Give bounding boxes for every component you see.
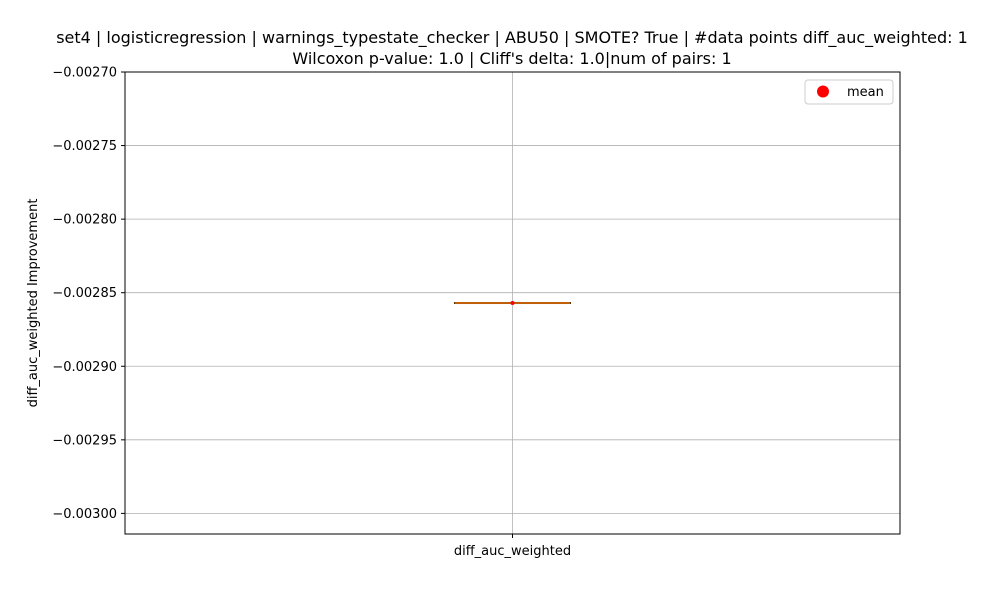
- chart-title-line-2: Wilcoxon p-value: 1.0 | Cliff's delta: 1…: [292, 49, 731, 68]
- legend-mean-marker: [817, 85, 829, 98]
- y-tick-label: −0.00270: [52, 66, 117, 81]
- y-tick-label: −0.00285: [52, 286, 117, 301]
- y-tick-label: −0.00290: [52, 360, 117, 375]
- mean-marker: [510, 301, 515, 305]
- legend-box: [804, 79, 894, 105]
- y-tick-label: −0.00295: [52, 433, 117, 448]
- box-elements: [454, 301, 571, 305]
- chart-title-line-1: set4 | logisticregression | warnings_typ…: [56, 28, 968, 48]
- y-tick-label: −0.00280: [52, 213, 117, 228]
- legend: mean: [804, 79, 894, 105]
- y-axis-label: diff_auc_weighted Improvement: [26, 199, 41, 408]
- x-tick-label: diff_auc_weighted: [454, 544, 571, 559]
- y-axis-ticks: −0.00270 −0.00275 −0.00280 −0.00285 −0.00290…: [52, 66, 125, 522]
- x-axis-ticks: diff_auc_weighted: [454, 534, 571, 559]
- legend-entry-mean: mean: [847, 85, 884, 100]
- y-tick-label: −0.00300: [52, 507, 117, 522]
- y-tick-label: −0.00275: [52, 139, 117, 154]
- grid-lines: [125, 71, 900, 534]
